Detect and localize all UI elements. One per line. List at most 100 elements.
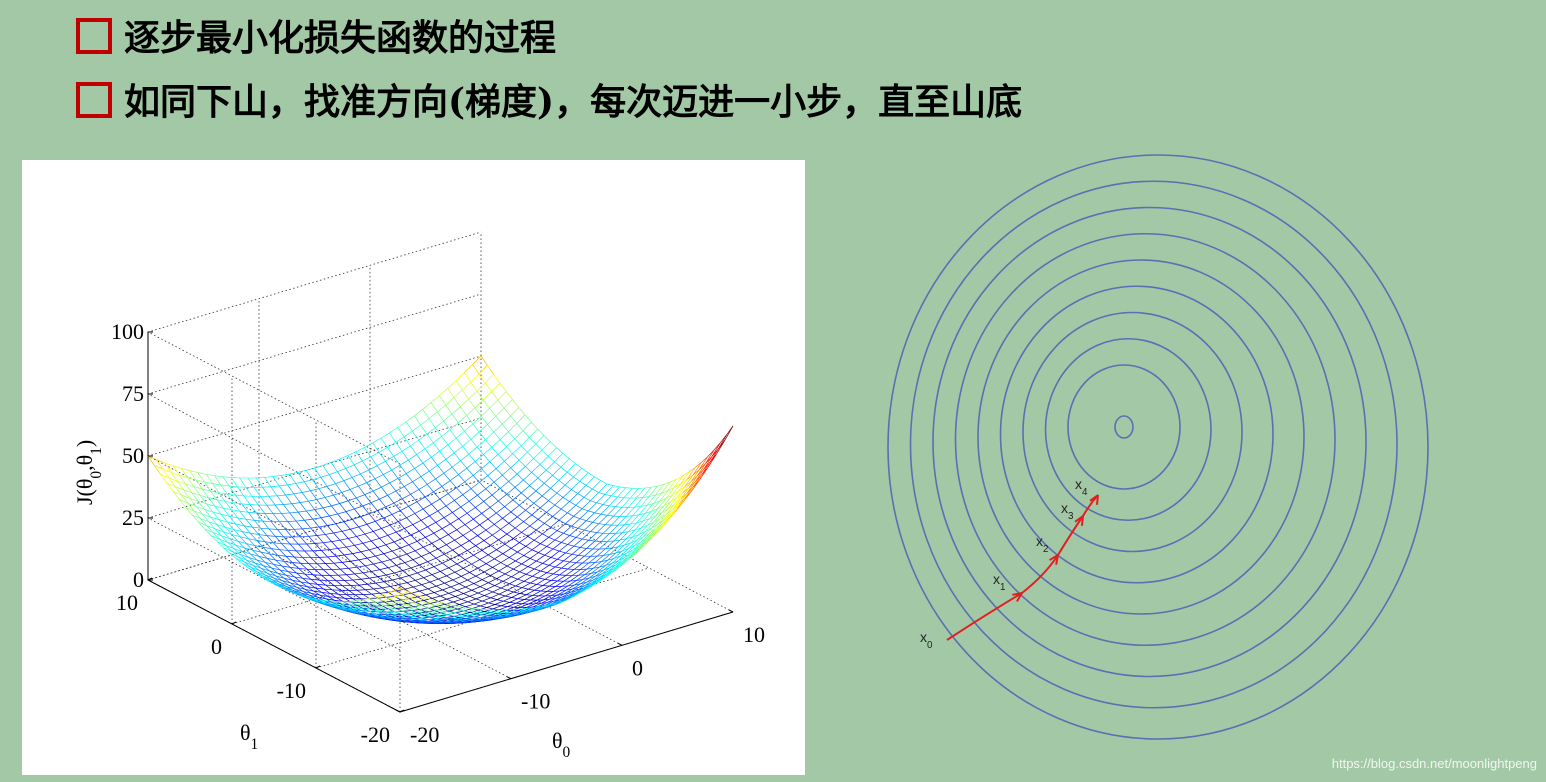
label: x0 (920, 629, 933, 651)
mesh-line (337, 574, 345, 581)
mesh-line (611, 555, 621, 564)
mesh-line (365, 589, 372, 595)
mesh-line (393, 541, 401, 549)
mesh-line (521, 558, 531, 565)
mesh-line (423, 615, 431, 618)
mesh-line (655, 519, 665, 530)
mesh-line (385, 605, 394, 609)
mesh-line (535, 490, 543, 497)
mesh-line (288, 571, 297, 574)
mesh-line (523, 479, 530, 486)
mesh-line (427, 522, 436, 528)
mesh-line (456, 487, 464, 495)
mesh-line (594, 504, 604, 514)
mesh-line (389, 612, 398, 616)
mesh-line (435, 553, 445, 559)
mesh-line (260, 527, 270, 530)
mesh-line (408, 540, 418, 546)
mesh-line (313, 590, 320, 596)
mesh-line (634, 506, 641, 508)
mesh-line (222, 507, 230, 517)
mesh-line (231, 534, 239, 542)
mesh-line (634, 520, 644, 531)
mesh-line (501, 616, 509, 619)
contour (977, 259, 1305, 615)
mesh-line (434, 610, 441, 614)
mesh-line (419, 590, 427, 596)
mesh-line (415, 577, 424, 581)
mesh-line (472, 614, 480, 618)
mesh-line (316, 497, 326, 500)
mesh-line (401, 498, 409, 507)
mesh-line (287, 571, 295, 578)
mesh-line (218, 492, 226, 502)
mesh-line (493, 481, 501, 489)
mesh-line (422, 620, 431, 622)
mesh-line (534, 599, 544, 605)
mesh-line (282, 587, 291, 592)
mesh-line (586, 567, 594, 570)
mesh-line (526, 607, 534, 611)
mesh-line (329, 548, 338, 550)
mesh-line (451, 406, 461, 415)
mesh-line (512, 499, 520, 506)
mesh-line (406, 582, 414, 588)
mesh-line (363, 594, 370, 599)
mesh-line (494, 600, 504, 605)
mesh-line (638, 525, 648, 535)
mesh-line (482, 616, 490, 620)
mesh-line (393, 590, 403, 595)
mesh-line (563, 588, 573, 595)
mesh-line (452, 579, 460, 584)
mesh-line (431, 450, 440, 458)
mesh-line (584, 548, 594, 557)
mesh-line (464, 372, 471, 383)
mesh-line (599, 559, 608, 568)
mesh-line (443, 512, 453, 518)
mesh-line (579, 518, 587, 522)
mesh-line (655, 523, 663, 530)
mesh-line (433, 491, 441, 500)
mesh-line (427, 561, 435, 568)
mesh-line (237, 517, 245, 526)
mesh-line (578, 581, 588, 588)
mesh-line (655, 492, 662, 496)
mesh-line (647, 528, 657, 539)
mesh-line (415, 600, 424, 603)
mesh-line (381, 528, 389, 536)
mesh-line (283, 577, 291, 584)
mesh-line (322, 465, 330, 475)
mesh-line (433, 442, 440, 452)
mesh-line (476, 618, 484, 621)
mesh-line (609, 566, 619, 574)
mesh-line (507, 606, 514, 608)
mesh-line (414, 415, 421, 426)
mesh-line (506, 446, 513, 454)
mesh-line (225, 544, 235, 549)
mesh-line (326, 602, 335, 607)
mesh-line (489, 461, 497, 469)
mesh-line (441, 429, 451, 437)
mesh-line (373, 561, 382, 565)
mesh-line (410, 564, 420, 569)
mesh-line (483, 571, 491, 576)
mesh-line (314, 542, 324, 544)
mesh-line (638, 537, 648, 547)
mesh-line (337, 548, 345, 556)
mesh-line (203, 481, 211, 492)
mesh-line (597, 565, 606, 573)
mesh-line (552, 508, 562, 517)
mesh-line (548, 455, 555, 463)
mesh-line (726, 425, 734, 435)
mesh-line (291, 502, 301, 505)
mesh-line (567, 544, 575, 547)
mesh-line (464, 518, 474, 525)
mesh-line (375, 581, 385, 584)
mesh-line (172, 465, 182, 469)
mesh-line (383, 553, 391, 560)
mesh-line (283, 503, 292, 505)
tick-mark (147, 577, 153, 581)
mesh-line (285, 555, 293, 563)
mesh-line (382, 612, 390, 614)
mesh-line (475, 501, 484, 508)
